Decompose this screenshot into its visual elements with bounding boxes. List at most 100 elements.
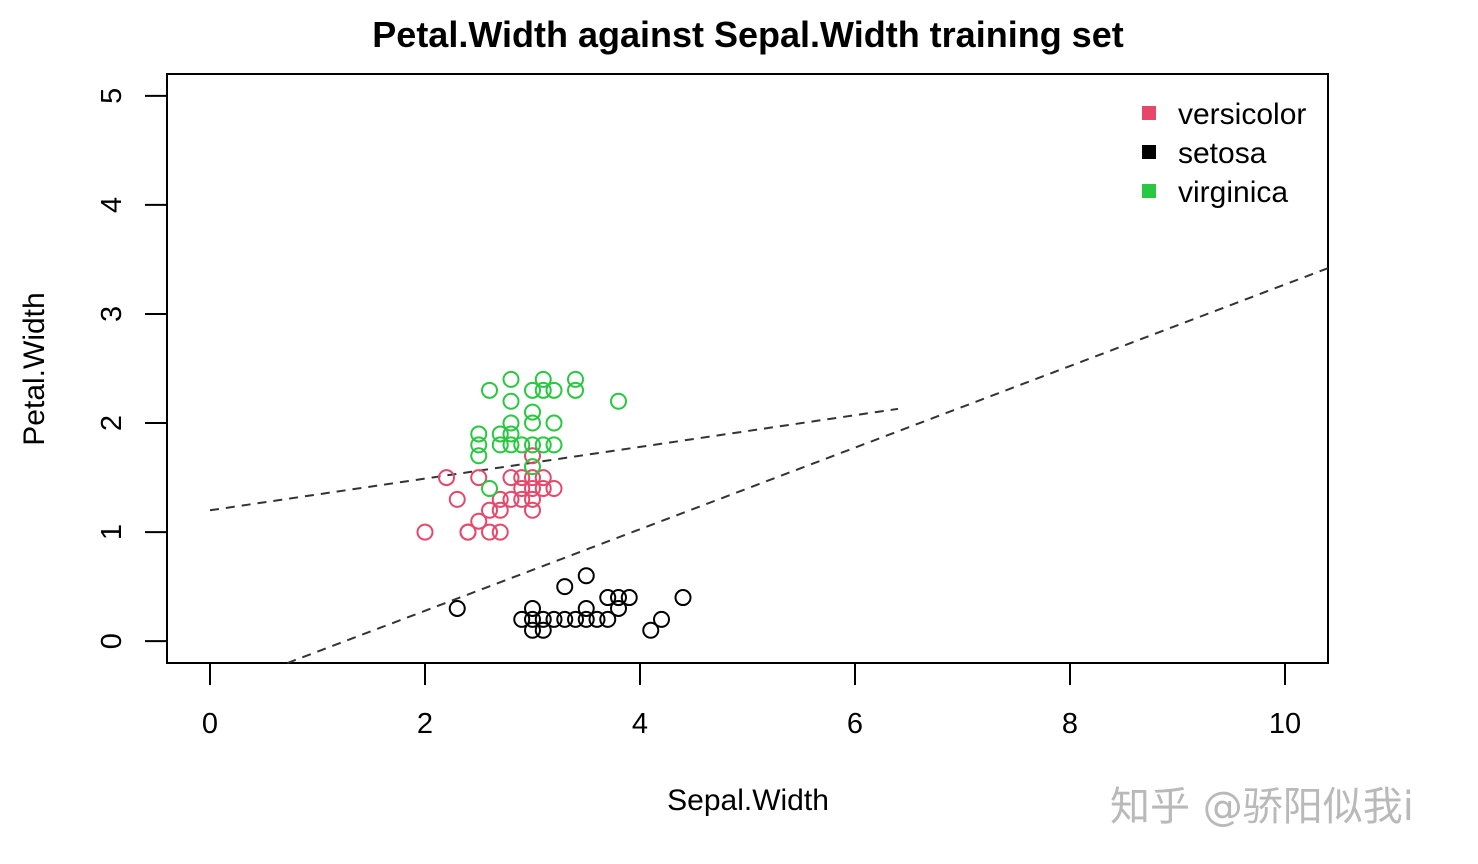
point-virginica — [481, 479, 498, 497]
x-axis-label: Sepal.Width — [667, 784, 829, 817]
legend-label-virginica: virginica — [1178, 176, 1288, 209]
point-setosa — [599, 610, 617, 628]
point-versicolor — [502, 469, 520, 487]
y-tick-label: 0 — [96, 633, 128, 649]
point-setosa — [674, 589, 692, 607]
point-versicolor — [448, 490, 466, 508]
x-tick-label: 8 — [1062, 708, 1078, 740]
point-virginica — [534, 436, 552, 454]
point-versicolor — [470, 469, 488, 487]
point-versicolor — [459, 523, 477, 541]
point-setosa — [448, 599, 466, 617]
point-versicolor — [491, 501, 509, 519]
point-setosa — [524, 621, 541, 639]
point-setosa — [620, 589, 638, 607]
point-setosa — [545, 610, 563, 628]
data-points-group — [416, 370, 692, 639]
point-versicolor — [524, 501, 541, 519]
point-versicolor — [491, 490, 509, 508]
point-virginica — [524, 414, 541, 432]
point-virginica — [545, 436, 563, 454]
y-tick-label: 1 — [96, 524, 128, 540]
legend-swatch-versicolor — [1142, 106, 1156, 120]
point-setosa — [599, 589, 617, 607]
point-versicolor — [524, 479, 541, 497]
point-setosa — [577, 567, 595, 585]
point-setosa — [610, 599, 627, 617]
point-setosa — [524, 599, 541, 617]
point-virginica — [502, 392, 520, 410]
point-versicolor — [524, 447, 541, 465]
x-tick-label: 6 — [847, 708, 863, 740]
watermark-text: 知乎 @骄阳似我i — [1110, 784, 1414, 830]
point-versicolor — [534, 479, 552, 497]
point-setosa — [577, 610, 595, 628]
x-axis: 0 2 4 6 8 10 — [202, 662, 1301, 740]
point-setosa — [567, 610, 584, 628]
dashed-line — [209, 407, 899, 512]
point-versicolor — [513, 479, 531, 497]
point-setosa — [513, 610, 531, 628]
y-axis-label: Petal.Width — [18, 292, 51, 445]
chart-title: Petal.Width against Sepal.Width training… — [372, 14, 1123, 55]
point-virginica — [524, 436, 541, 454]
legend-swatch-setosa — [1142, 145, 1156, 159]
x-tick-label: 4 — [632, 708, 648, 740]
point-versicolor — [470, 512, 488, 530]
legend: versicolor setosa virginica — [1142, 98, 1306, 209]
point-virginica — [524, 403, 541, 421]
point-virginica — [545, 414, 563, 432]
point-virginica — [481, 381, 498, 399]
legend-swatch-virginica — [1142, 184, 1156, 198]
point-versicolor — [524, 490, 541, 508]
x-tick-label: 0 — [202, 708, 218, 740]
point-setosa — [653, 610, 670, 628]
point-versicolor — [513, 469, 531, 487]
point-versicolor — [481, 523, 498, 541]
point-versicolor — [491, 523, 509, 541]
point-versicolor — [416, 523, 434, 541]
point-virginica — [534, 381, 552, 399]
point-virginica — [567, 381, 584, 399]
point-virginica — [513, 436, 531, 454]
dashed-lines-group — [209, 267, 1329, 664]
point-setosa — [642, 621, 660, 639]
point-setosa — [524, 610, 541, 628]
point-virginica — [502, 370, 520, 388]
point-virginica — [524, 381, 541, 399]
point-virginica — [610, 392, 627, 410]
y-axis: 0 1 2 3 4 5 — [96, 88, 168, 649]
point-virginica — [470, 425, 488, 443]
legend-label-setosa: setosa — [1178, 137, 1267, 170]
y-tick-label: 2 — [96, 415, 128, 431]
y-tick-label: 3 — [96, 306, 128, 322]
point-virginica — [470, 436, 488, 454]
point-virginica — [524, 458, 541, 476]
point-setosa — [556, 578, 574, 596]
point-setosa — [534, 610, 552, 628]
point-setosa — [556, 610, 574, 628]
point-virginica — [470, 447, 488, 465]
point-versicolor — [438, 469, 455, 487]
y-tick-label: 5 — [96, 88, 128, 104]
point-virginica — [567, 370, 584, 388]
point-setosa — [610, 589, 627, 607]
point-virginica — [502, 414, 520, 432]
point-versicolor — [481, 501, 498, 519]
dashed-line — [287, 267, 1329, 664]
point-versicolor — [513, 490, 531, 508]
point-versicolor — [502, 490, 520, 508]
point-setosa — [534, 621, 552, 639]
point-virginica — [502, 425, 520, 443]
point-virginica — [491, 425, 509, 443]
point-versicolor — [545, 479, 563, 497]
point-virginica — [545, 381, 563, 399]
x-tick-label: 2 — [417, 708, 433, 740]
y-tick-label: 4 — [96, 197, 128, 213]
point-virginica — [491, 436, 509, 454]
point-virginica — [534, 370, 552, 388]
plot-frame — [166, 73, 1329, 664]
point-versicolor — [534, 469, 552, 487]
x-tick-label: 10 — [1269, 708, 1301, 740]
